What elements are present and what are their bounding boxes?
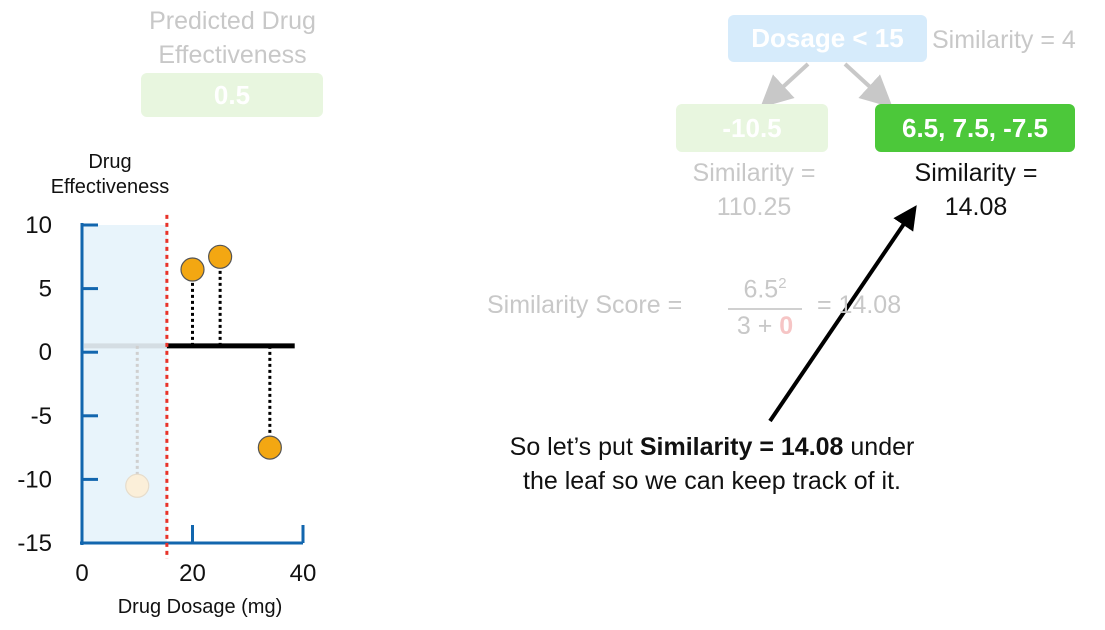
x-axis-title: Drug Dosage (mg) — [117, 596, 283, 618]
numerator-base: 6.5 — [743, 275, 779, 304]
tree-right-leaf: 6.5, 7.5, -7.5 — [875, 104, 1075, 152]
root-similarity: Similarity = 4 — [932, 26, 1076, 54]
pointer-arrow — [768, 205, 917, 423]
fraction-bar — [728, 308, 802, 310]
caption-suffix: under — [843, 433, 915, 461]
y-axis-ticks: 10 5 0 -5 -10 -15 — [17, 212, 98, 557]
tree-root-node: Dosage < 15 — [728, 15, 927, 62]
data-point — [180, 257, 205, 282]
data-point — [208, 244, 233, 269]
tree-left-arrow — [760, 62, 810, 108]
y-axis-title-line2: Effectiveness — [50, 176, 170, 198]
formula-numerator: 6.52 — [728, 275, 802, 304]
residual-lines — [135, 256, 272, 486]
y-tick-label: 10 — [25, 212, 52, 239]
tree-left-leaf: -10.5 — [676, 104, 828, 152]
left-leaf-similarity: Similarity = 110.25 — [664, 156, 844, 224]
predicted-effectiveness-title: Predicted Drug Effectiveness — [110, 4, 355, 72]
y-tick-label: -10 — [17, 466, 52, 493]
y-tick-label: -15 — [17, 530, 52, 557]
numerator-exponent: 2 — [778, 275, 787, 292]
x-tick-label: 20 — [179, 560, 206, 587]
caption-bold: Similarity = 14.08 — [639, 433, 844, 461]
predicted-title-line2: Effectiveness — [158, 41, 307, 69]
y-tick-label: 0 — [39, 339, 52, 366]
caption-prefix: So let’s put — [509, 433, 640, 461]
predicted-value-box: 0.5 — [141, 73, 323, 117]
caption-text: So let’s put Similarity = 14.08 under th… — [452, 430, 972, 498]
tree-right-arrow — [843, 62, 893, 108]
y-tick-label: -5 — [31, 403, 52, 430]
x-tick-label: 40 — [290, 560, 317, 587]
x-axis-ticks: 0 20 40 — [75, 525, 316, 587]
right-similarity-line1: Similarity = — [914, 159, 1038, 187]
denominator-lambda: 0 — [779, 312, 794, 340]
right-leaf-similarity: Similarity = 14.08 — [876, 156, 1076, 224]
data-point — [125, 473, 150, 498]
y-axis-title: Drug Effectiveness — [40, 150, 180, 200]
y-axis-title-line1: Drug — [88, 151, 132, 173]
left-region-shading — [82, 225, 167, 543]
predicted-title-line1: Predicted Drug — [149, 7, 316, 35]
x-tick-label: 0 — [75, 560, 88, 587]
caption-line2: the leaf so we can keep track of it. — [523, 467, 901, 495]
y-tick-label: 5 — [39, 276, 52, 303]
formula-denominator: 3 + 0 — [728, 312, 802, 341]
similarity-score-label: Similarity Score = — [487, 291, 683, 319]
data-point — [257, 435, 282, 460]
right-similarity-line2: 14.08 — [944, 193, 1008, 221]
denominator-prefix: 3 + — [736, 312, 780, 340]
left-similarity-line1: Similarity = — [692, 159, 816, 187]
left-similarity-line2: 110.25 — [716, 193, 792, 221]
data-points — [125, 244, 282, 498]
similarity-score-result: = 14.08 — [817, 291, 902, 319]
